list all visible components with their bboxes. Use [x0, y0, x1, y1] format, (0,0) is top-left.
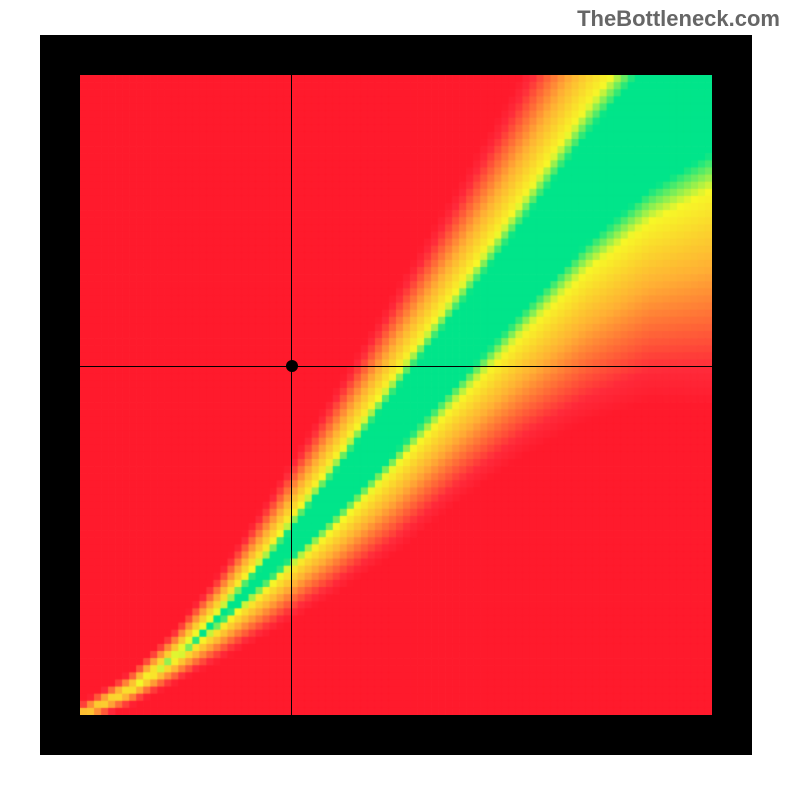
heatmap-canvas — [80, 75, 712, 715]
chart-container: TheBottleneck.com — [0, 0, 800, 800]
crosshair-vertical — [291, 75, 292, 715]
data-marker — [286, 360, 298, 372]
watermark-text: TheBottleneck.com — [577, 6, 780, 32]
crosshair-horizontal — [80, 366, 712, 367]
